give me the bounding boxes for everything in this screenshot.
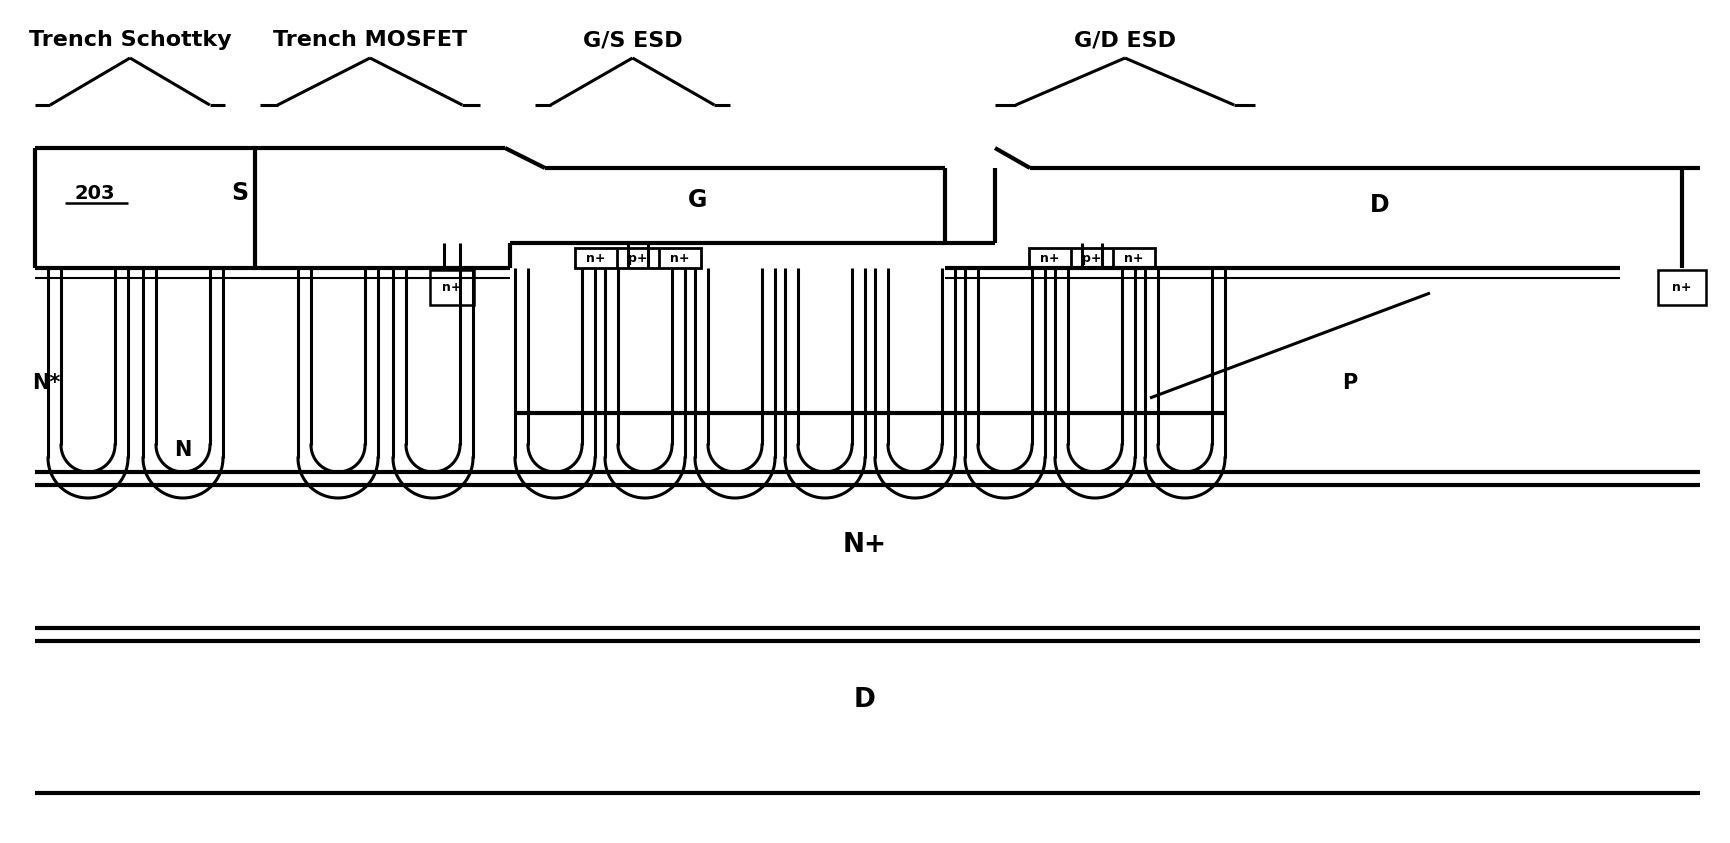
Text: N+: N+ [843, 532, 887, 558]
Text: S: S [232, 181, 249, 205]
Bar [1029, 248, 1156, 268]
Text: n+: n+ [586, 251, 606, 265]
Text: D: D [855, 687, 875, 713]
Text: n+: n+ [443, 281, 462, 293]
Bar [431, 270, 474, 305]
Text: N: N [175, 440, 192, 460]
Text: p+: p+ [628, 251, 647, 265]
Text: p+: p+ [1083, 251, 1102, 265]
Text: G: G [689, 188, 708, 212]
Text: N*: N* [31, 373, 61, 393]
Text: n+: n+ [1673, 281, 1692, 293]
Bar [1657, 270, 1706, 305]
Text: G/D ESD: G/D ESD [1074, 30, 1176, 50]
Text: Trench Schottky: Trench Schottky [29, 30, 232, 50]
Text: n+: n+ [1040, 251, 1060, 265]
Text: D: D [1370, 193, 1389, 217]
Text: G/S ESD: G/S ESD [583, 30, 682, 50]
Text: 203: 203 [74, 184, 116, 202]
Text: n+: n+ [1124, 251, 1144, 265]
Text: n+: n+ [670, 251, 690, 265]
Bar [574, 248, 701, 268]
Text: P: P [1342, 373, 1358, 393]
Text: Trench MOSFET: Trench MOSFET [273, 30, 467, 50]
